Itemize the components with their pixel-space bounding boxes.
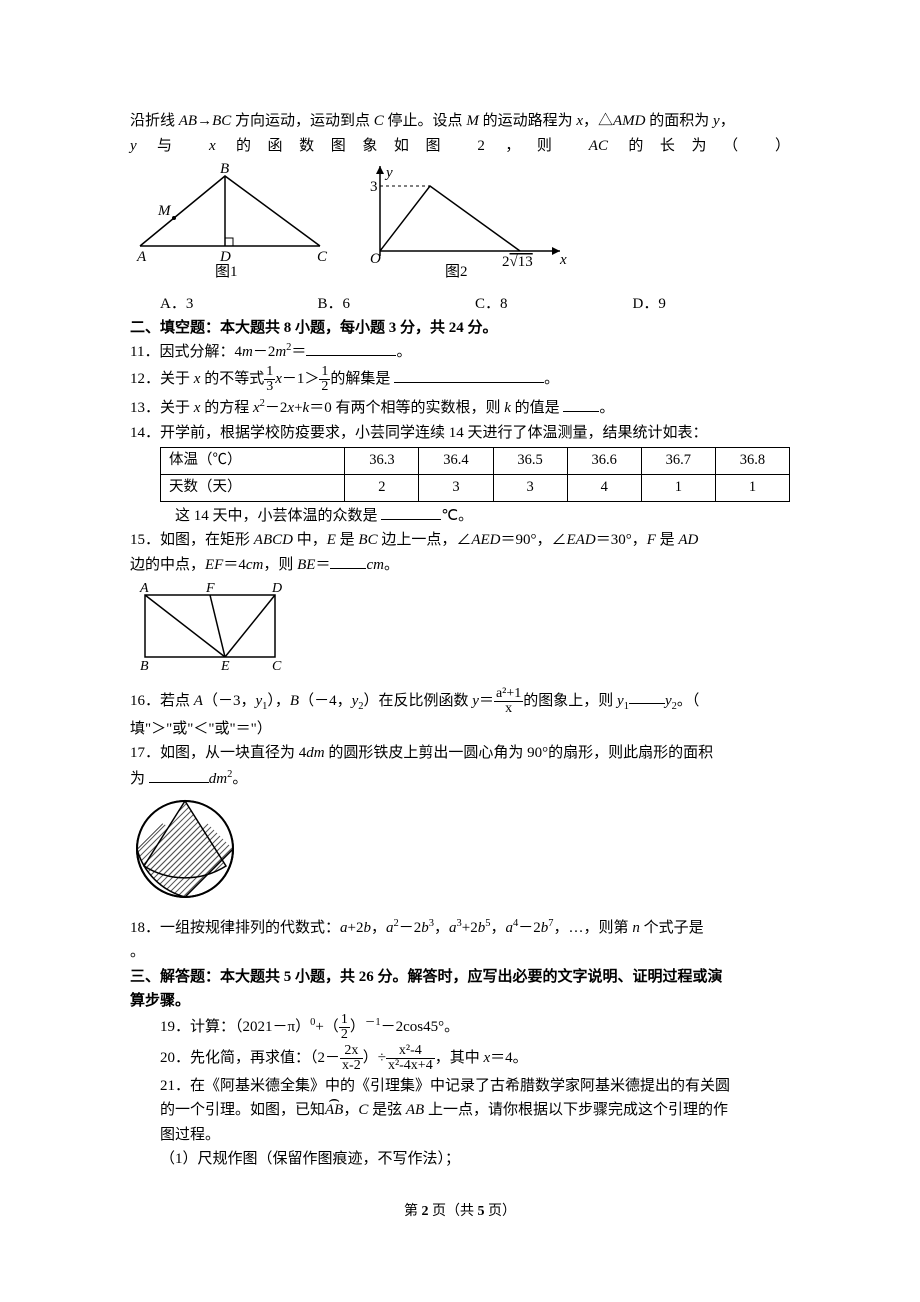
q10-options: A．3 B．6 C．8 D．9 [130,293,790,316]
text: 的面积为 [646,113,714,129]
blank [629,689,665,704]
svg-text:A: A [139,581,149,596]
q10-svg: A B C D M 图1 3 O y x 2√13 图2 [130,161,570,281]
label-sqrt: 2√13 [502,254,533,270]
label-A: A [136,249,147,265]
label-O: O [370,251,381,267]
opt-b: B．6 [318,293,476,316]
svg-text:B: B [140,659,149,674]
blank [306,341,396,356]
fraction: 12 [339,1013,350,1042]
fraction: a²+1x [494,687,523,716]
label-C: C [317,249,328,265]
blank [381,505,441,520]
fraction: 2xx-2 [340,1044,363,1073]
text: 2 [477,138,485,154]
q15-l2: 边的中点，EF＝4cm，则 BE＝cm。 [130,554,790,577]
table-row: 体温（℃） 36.3 36.4 36.5 36.6 36.7 36.8 [161,448,790,475]
q14-text: 14．开学前，根据学校防疫要求，小芸同学连续 14 天进行了体温测量，结果统计如… [130,422,790,445]
q17-l1: 17．如图，从一块直径为 4dm 的圆形铁皮上剪出一圆心角为 90°的扇形，则此… [130,742,790,765]
q15-l1: 15．如图，在矩形 ABCD 中，E 是 BC 边上一点，∠AED＝90°，∠E… [130,529,790,552]
q21-l4: （1）尺规作图（保留作图痕迹，不写作法）； [130,1148,790,1171]
q16-l2: 填"＞"或"＜"或"＝"） [130,718,790,741]
svg-text:D: D [271,581,282,596]
text: 的运动路程为 [479,113,577,129]
text: 停止。设点 [384,113,467,129]
q19: 19．计算：（2021－π）0+（12）－1－2cos45°。 [130,1013,790,1042]
q12: 12．关于 x 的不等式13x－1＞12的解集是 。 [130,365,790,394]
q17-l2: 为 dm2。 [130,767,790,791]
q16-l1: 16．若点 A（－3，y1），B（－4，y2）在反比例函数 y＝a²+1x的图象… [130,687,790,716]
text: 的长为（ [628,138,754,154]
blank [394,368,544,383]
q18-period: 。 [130,941,790,964]
q14-tail: 这 14 天中，小芸体温的众数是 ℃。 [130,505,790,528]
fraction: 13 [264,365,275,394]
q17-figure [130,794,790,912]
text: 沿折线 [130,113,179,129]
text: AMD [613,113,646,129]
page-content: 沿折线 AB→BC 方向运动，运动到点 C 停止。设点 M 的运动路程为 x，△… [130,110,790,1222]
text: ） [775,138,790,154]
blank [149,768,209,783]
q10-figures: A B C D M 图1 3 O y x 2√13 图2 [130,161,790,289]
q15-figure: A F D B E C [130,580,790,683]
arc-ab: AB [325,1099,343,1122]
label-x: x [559,252,567,268]
section3-heading-l1: 三、解答题：本大题共 5 小题，共 26 分。解答时，应写出必要的文字说明、证明… [130,966,790,989]
q14-table: 体温（℃） 36.3 36.4 36.5 36.6 36.7 36.8 天数（天… [160,447,790,502]
q20: 20．先化简，再求值：（2－2xx-2）÷x²-4x²-4x+4，其中 x＝4。 [130,1044,790,1073]
label-B: B [220,161,229,177]
section3-heading-l2: 算步骤。 [130,990,790,1013]
label-D: D [219,249,231,265]
blank [563,397,599,412]
text: 与 [157,138,189,154]
opt-a: A．3 [160,293,318,316]
svg-text:C: C [272,659,282,674]
text: M [466,113,479,129]
text: C [374,113,384,129]
q21-l2: 的一个引理。如图，已知AB，C 是弦 AB 上一点，请你根据以下步骤完成这个引理… [130,1099,790,1122]
text: x [209,138,216,154]
text: x [576,113,583,129]
text: y [713,113,720,129]
opt-c: C．8 [475,293,633,316]
q17-svg [130,794,240,904]
text: ，则 [505,138,568,154]
label-3: 3 [370,179,378,195]
q21-l1: 21．在《阿基米德全集》中的《引理集》中记录了古希腊数学家阿基米德提出的有关圆 [130,1075,790,1098]
fraction: x²-4x²-4x+4 [386,1044,435,1073]
q21-l3: 图过程。 [130,1124,790,1147]
q13: 13．关于 x 的方程 x2－2x+k＝0 有两个相等的实数根，则 k 的值是 … [130,396,790,420]
section2-heading: 二、填空题：本大题共 8 小题，每小题 3 分，共 24 分。 [130,317,790,340]
opt-d: D．9 [633,293,791,316]
label-M: M [157,203,172,219]
text: ， [720,113,735,129]
label-y: y [384,165,393,181]
table-row: 天数（天） 2 3 3 4 1 1 [161,474,790,501]
fig1-caption: 图1 [215,263,238,280]
blank [330,554,366,569]
page-footer: 第 2 页（共 5 页） [130,1201,790,1222]
text: ，△ [583,113,613,129]
text: 的函数图象如图 [236,138,457,154]
q10-line1: 沿折线 AB→BC 方向运动，运动到点 C 停止。设点 M 的运动路程为 x，△… [130,110,790,133]
q11: 11．因式分解：4m－2m2＝。 [130,340,790,364]
svg-text:E: E [220,659,230,674]
text: 方向运动，运动到点 [231,113,374,129]
q15-svg: A F D B E C [130,580,290,675]
fraction: 12 [319,365,330,394]
svg-text:F: F [205,581,215,596]
text: y [130,138,137,154]
q18: 18．一组按规律排列的代数式：a+2b，a2－2b3，a3+2b5，a4－2b7… [130,916,790,940]
text: AB→BC [179,113,232,129]
q14-table-wrap: 体温（℃） 36.3 36.4 36.5 36.6 36.7 36.8 天数（天… [130,447,790,502]
fig2-caption: 图2 [445,263,468,280]
q10-line2: y 与 x 的函数图象如图 2 ，则 AC 的长为（ ） [130,135,790,158]
text: AC [589,138,608,154]
